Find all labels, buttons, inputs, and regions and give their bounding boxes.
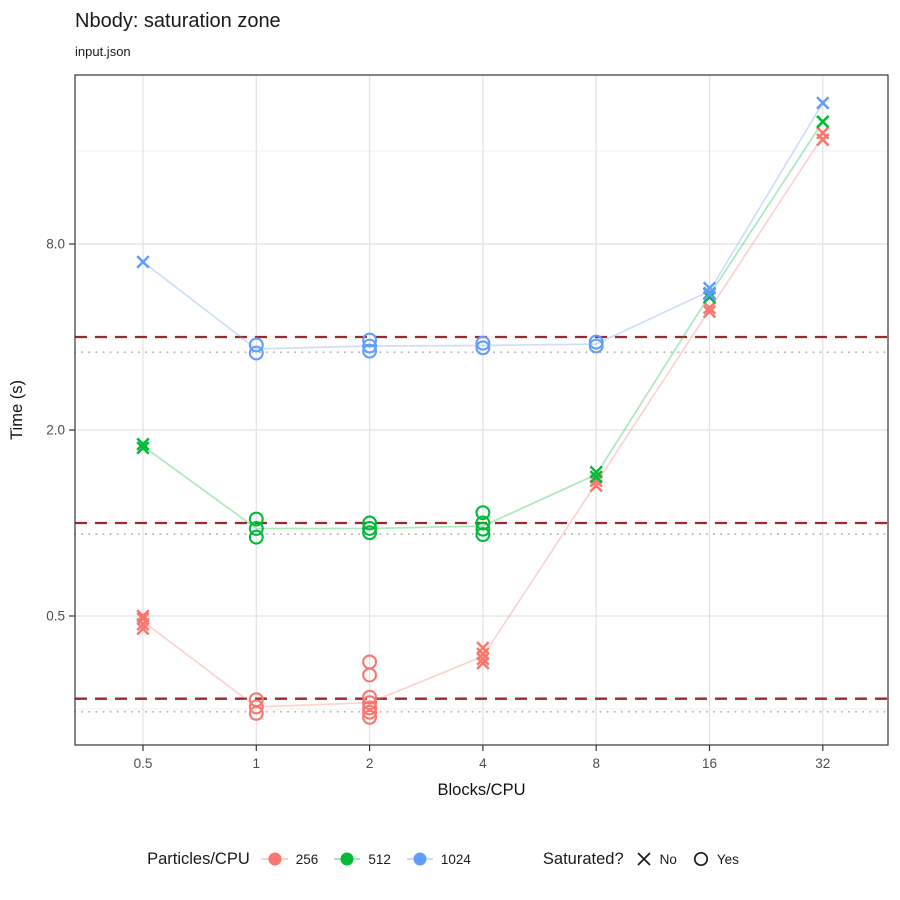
legend-color-label: 256 [295, 851, 319, 867]
svg-text:8: 8 [592, 756, 600, 771]
legend-shape-label: Yes [716, 851, 739, 867]
legend-shape-title: Saturated? [542, 849, 624, 868]
svg-text:4: 4 [479, 756, 487, 771]
legend-color-label: 1024 [440, 851, 471, 867]
legend-color-entries: 256 512 1024 [260, 849, 485, 869]
legend-shape-label: No [659, 851, 677, 867]
plot-canvas: 0.5 1 2 4 8 16 32 0.5 2.0 8.0 Blocks/CPU Time (s) [8, 74, 889, 799]
legend-color-entry-256: 256 [260, 849, 319, 869]
x-marker-icon [637, 852, 651, 866]
svg-text:2: 2 [366, 756, 374, 771]
legend-color-entry-512: 512 [332, 849, 391, 869]
legend-color-label: 512 [368, 851, 391, 867]
legend-shape-entry-Yes: Yes [691, 849, 739, 869]
legend-shape-entries: No Yes [634, 849, 753, 869]
series-key-icon [261, 852, 288, 866]
series-key-icon [334, 852, 361, 866]
svg-text:1: 1 [253, 756, 261, 771]
svg-text:16: 16 [702, 756, 717, 771]
plot-legend: Particles/CPU 256 512 1024 Saturated? No Ye… [0, 838, 900, 880]
plot-subtitle: input.json [75, 44, 131, 59]
series-key-icon [406, 852, 433, 866]
legend-color-title: Particles/CPU [147, 849, 250, 868]
svg-text:0.5: 0.5 [46, 609, 65, 624]
circle-marker-icon [693, 851, 708, 867]
legend-color-entry-1024: 1024 [405, 849, 471, 869]
svg-text:8.0: 8.0 [46, 237, 65, 252]
svg-text:0.5: 0.5 [134, 756, 153, 771]
svg-text:32: 32 [815, 756, 830, 771]
legend-shape-entry-No: No [634, 849, 677, 869]
plot-title: Nbody: saturation zone [75, 10, 281, 32]
svg-text:2.0: 2.0 [46, 423, 65, 438]
svg-text:Blocks/CPU: Blocks/CPU [437, 781, 525, 799]
svg-text:Time (s): Time (s) [8, 380, 26, 440]
